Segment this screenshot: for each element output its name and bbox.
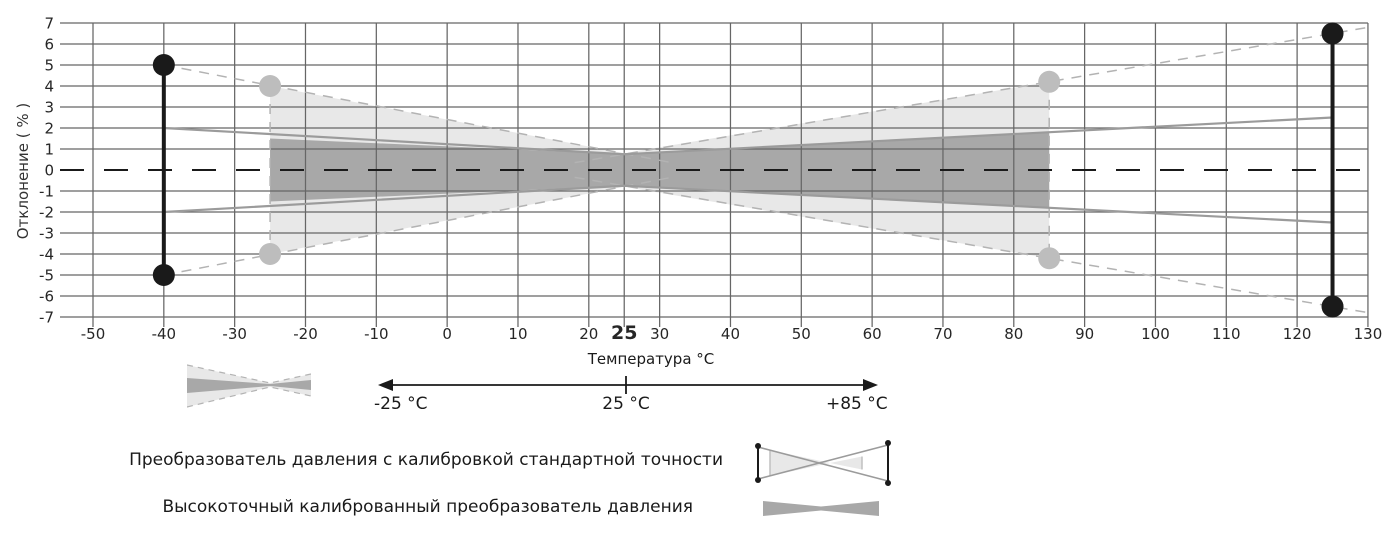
calibration-corner-dot: [1038, 70, 1061, 93]
legend1-cross-line-2: [757, 444, 889, 480]
y-axis-title: Отклонение ( % ): [14, 102, 32, 240]
x-tick-label: 10: [508, 325, 527, 343]
x-tick-label: -10: [364, 325, 389, 343]
high-accuracy-legend-icon: [763, 501, 879, 516]
x-tick-label: 20: [579, 325, 598, 343]
arrow-head-right: [863, 379, 878, 391]
y-tick-label: -4: [39, 246, 54, 264]
x-tick-label: 0: [442, 325, 452, 343]
x-tick-label: 25: [611, 322, 637, 344]
legend-label-standard: Преобразователь давления с калибровкой с…: [129, 450, 723, 470]
mini-bowtie-icon: [187, 364, 311, 408]
arrow-head-left: [378, 379, 393, 391]
calibration-corner-dot: [259, 243, 282, 265]
y-tick-label: -7: [39, 309, 54, 327]
y-tick-label: -1: [39, 183, 54, 201]
mini-dashed-bottom: [187, 386, 311, 408]
legend1-dot: [755, 477, 761, 483]
high-accuracy-boundary-line: [163, 116, 1333, 156]
x-tick-label: -30: [222, 325, 247, 343]
x-tick-label: 100: [1141, 325, 1170, 343]
legend1-light-right: [830, 456, 862, 470]
mini-high-accuracy-band: [187, 378, 311, 393]
y-tick-label: 3: [44, 99, 54, 117]
y-tick-label: 4: [44, 78, 54, 96]
x-tick-label: 110: [1212, 325, 1241, 343]
standard-band-dashed-edge: [163, 64, 674, 164]
calibration-corner-dot: [1038, 247, 1061, 270]
standard-accuracy-legend-icon: [755, 440, 891, 486]
range-bar-dot: [1321, 295, 1344, 318]
legend1-dot: [885, 440, 891, 446]
y-tick-label: 1: [44, 141, 54, 159]
legend1-cross-line-1: [757, 446, 889, 482]
deviation-vs-temperature-chart: -50 -40 -30 -20 -10 0 10 20 25 30 40 50 60 70 80 90 100 1…: [39, 15, 1383, 345]
range-label-left: -25 °C: [374, 394, 428, 414]
y-tick-label: -3: [39, 225, 54, 243]
y-tick-label: 6: [44, 36, 54, 54]
legend1-dot: [755, 443, 761, 449]
mini-dashed-top: [187, 364, 311, 384]
range-bar-dot: [152, 54, 175, 76]
compensated-range-arrow: [378, 376, 878, 394]
y-tick-label: -2: [39, 204, 54, 222]
x-tick-label: -20: [293, 325, 318, 343]
range-bar-dot: [1321, 22, 1344, 45]
range-label-right: +85 °C: [826, 394, 888, 414]
legend1-dot: [885, 480, 891, 486]
x-tick-label: 120: [1283, 325, 1312, 343]
y-tick-label: -6: [39, 288, 54, 306]
x-tick-label: 70: [933, 325, 952, 343]
y-tick-label: 5: [44, 57, 54, 75]
y-tick-label: -5: [39, 267, 54, 285]
standard-band-dashed-edge: [574, 26, 1369, 164]
x-tick-label: 130: [1354, 325, 1383, 343]
x-tick-label: 30: [650, 325, 669, 343]
y-tick-label: 2: [44, 120, 54, 138]
temperature-axis-label: Температура °C: [587, 350, 715, 368]
y-tick-label: 0: [44, 162, 54, 180]
calibration-corner-dot: [259, 75, 282, 97]
x-tick-label: 50: [792, 325, 811, 343]
legend2-band: [763, 501, 879, 516]
range-bar-dot: [152, 264, 175, 286]
high-accuracy-boundary-line: [163, 184, 1333, 224]
x-tick-label: 90: [1075, 325, 1094, 343]
range-label-center: 25 °C: [602, 394, 650, 414]
standard-band-dashed-edge: [163, 176, 674, 276]
legend-label-high-accuracy: Высокоточный калиброванный преобразовате…: [162, 497, 693, 517]
x-tick-label: 80: [1004, 325, 1023, 343]
legend1-light-left: [770, 450, 830, 476]
x-tick-label: -40: [152, 325, 177, 343]
y-tick-label: 7: [44, 15, 54, 33]
x-tick-label: -50: [81, 325, 106, 343]
x-tick-label: 40: [721, 325, 740, 343]
x-tick-label: 60: [863, 325, 882, 343]
standard-band-dashed-edge: [574, 176, 1369, 314]
